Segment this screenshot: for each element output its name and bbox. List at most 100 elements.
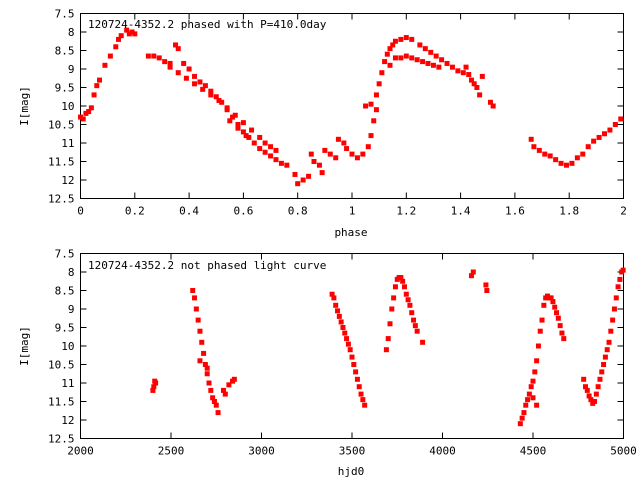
- data-point: [417, 42, 423, 48]
- data-point: [80, 116, 86, 122]
- data-point: [249, 127, 255, 133]
- data-point: [273, 147, 279, 153]
- data-point: [197, 79, 203, 85]
- data-point: [602, 354, 608, 360]
- data-point: [420, 59, 426, 65]
- data-point: [215, 410, 221, 416]
- data-point: [389, 306, 395, 312]
- data-point: [88, 105, 94, 111]
- data-point: [392, 55, 398, 61]
- y-tick-label: 7.5: [55, 8, 75, 21]
- y-tick-label: 8: [68, 26, 75, 39]
- data-point: [232, 112, 238, 118]
- data-point: [153, 380, 159, 386]
- y-tick-label: 8.5: [55, 45, 75, 58]
- data-point: [211, 399, 217, 404]
- data-point: [295, 181, 301, 187]
- data-point: [226, 382, 232, 388]
- data-point: [563, 162, 569, 168]
- data-point: [224, 105, 230, 111]
- data-point: [528, 136, 534, 142]
- x-tick-label: 1.4: [451, 205, 471, 218]
- y-tick-label: 12.5: [48, 193, 75, 206]
- data-point: [356, 384, 362, 390]
- data-point: [615, 284, 621, 290]
- data-point: [197, 328, 203, 334]
- data-point: [436, 64, 442, 70]
- data-point: [342, 330, 348, 336]
- x-tick-label: 5000: [610, 445, 637, 458]
- data-point: [262, 140, 268, 146]
- data-point: [591, 138, 597, 144]
- data-point: [213, 94, 219, 100]
- data-point: [349, 354, 355, 360]
- data-point: [278, 160, 284, 166]
- data-point: [420, 339, 426, 345]
- data-point: [183, 75, 189, 81]
- data-point: [268, 153, 274, 159]
- data-point: [246, 134, 252, 140]
- data-point: [460, 70, 466, 76]
- data-point: [257, 146, 263, 152]
- data-point: [192, 81, 198, 87]
- data-point: [403, 35, 409, 41]
- x-tick-label: 1.8: [559, 205, 579, 218]
- data-point: [455, 68, 461, 74]
- y-tick-label: 11: [61, 137, 74, 150]
- data-point: [468, 273, 474, 279]
- plot-frame: [80, 253, 624, 439]
- data-point: [398, 55, 404, 61]
- data-point: [257, 134, 263, 140]
- data-point: [344, 146, 350, 152]
- data-point: [240, 129, 246, 135]
- data-point: [327, 151, 333, 157]
- data-point: [463, 64, 469, 70]
- data-point: [574, 155, 580, 161]
- data-point: [479, 73, 485, 79]
- data-point: [354, 155, 360, 161]
- data-point: [190, 288, 196, 293]
- data-point: [585, 144, 591, 150]
- data-point: [384, 51, 390, 57]
- data-point: [470, 269, 476, 275]
- x-tick-label: 3000: [248, 445, 275, 458]
- data-point: [376, 81, 382, 87]
- data-point: [487, 99, 493, 105]
- data-point: [588, 397, 594, 403]
- data-point: [400, 278, 406, 284]
- data-point: [107, 53, 113, 59]
- data-point: [319, 170, 325, 176]
- data-point: [126, 31, 132, 37]
- data-point: [398, 36, 404, 42]
- data-point: [162, 59, 168, 65]
- data-point: [349, 151, 355, 157]
- data-point: [390, 42, 396, 48]
- data-point: [360, 397, 366, 403]
- y-tick-label: 10.5: [48, 359, 75, 372]
- data-point: [368, 101, 374, 107]
- data-point: [358, 391, 364, 397]
- data-point: [483, 282, 489, 288]
- data-point: [521, 410, 527, 416]
- data-point: [197, 358, 203, 364]
- data-point: [347, 347, 353, 353]
- data-point: [517, 421, 523, 427]
- data-point: [118, 33, 124, 39]
- data-point: [300, 177, 306, 183]
- data-point: [530, 378, 536, 384]
- data-point: [365, 144, 371, 150]
- data-point: [333, 155, 339, 161]
- data-point: [444, 60, 450, 66]
- data-point: [385, 336, 391, 342]
- data-point: [597, 376, 603, 382]
- data-point: [558, 160, 564, 166]
- data-point: [195, 317, 201, 323]
- plot-title: 120724-4352.2 not phased light curve: [88, 259, 326, 272]
- y-tick-label: 12: [61, 174, 74, 187]
- data-point: [231, 376, 237, 382]
- data-point: [608, 328, 614, 334]
- y-tick-label: 9: [68, 303, 75, 316]
- data-point: [243, 133, 249, 139]
- data-point: [216, 97, 222, 103]
- data-point: [612, 122, 618, 127]
